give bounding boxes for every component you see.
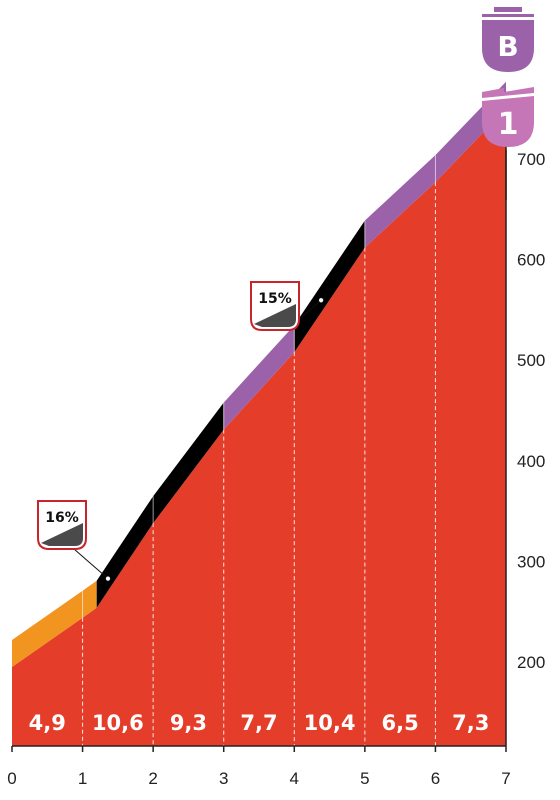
- x-tick-label: 5: [360, 769, 369, 788]
- segment-dividers: [82, 155, 436, 746]
- x-tick-label: 2: [148, 769, 157, 788]
- x-tick-label: 1: [78, 769, 87, 788]
- segment-gradient-label: 7,3: [452, 711, 489, 735]
- callout-slope-wedge: [41, 523, 83, 546]
- gradient-callout: 16%: [37, 500, 111, 582]
- callout-gradient-label: 16%: [45, 510, 79, 526]
- segment-gradient-labels: 4,9 10,6 9,3 7,7 10,4 6,5 7,3: [29, 711, 490, 735]
- y-tick-label: 600: [517, 251, 545, 270]
- segment-gradient-label: 9,3: [170, 711, 207, 735]
- callout-anchor-dot: [318, 297, 325, 304]
- x-tick-label: 0: [7, 769, 16, 788]
- x-tick-label: 7: [501, 769, 510, 788]
- segment-gradient-label: 6,5: [382, 711, 419, 735]
- badge-1-label: 1: [498, 107, 519, 142]
- profile-layer: [12, 108, 506, 746]
- badge-1: 1: [482, 87, 534, 147]
- summit-badges: B1: [482, 7, 534, 200]
- badge-b: B: [482, 7, 534, 72]
- profile-band-1: [96, 402, 224, 608]
- callout-anchor-dot: [105, 575, 111, 582]
- callout-leader: [73, 548, 109, 580]
- callout-gradient-label: 15%: [258, 291, 292, 307]
- y-tick-label: 400: [517, 452, 545, 471]
- y-tick-label: 700: [517, 150, 545, 169]
- profile-band-0: [12, 580, 97, 667]
- y-tick-label: 500: [517, 351, 545, 370]
- badge-b-label: B: [497, 30, 518, 63]
- y-tick-label: 300: [517, 552, 545, 571]
- segment-gradient-label: 7,7: [240, 711, 277, 735]
- callout-slope-wedge: [254, 304, 296, 327]
- axes: 0 1 2 3 4 5 6 7 200 300 400 500 600 700: [7, 150, 545, 788]
- segment-gradient-label: 10,6: [92, 711, 144, 735]
- badge-1-shape: [482, 87, 534, 147]
- x-tick-label: 6: [431, 769, 440, 788]
- x-tick-label: 3: [219, 769, 228, 788]
- profile-band-2: [223, 325, 295, 430]
- gradient-callouts: 16% 15%: [37, 281, 325, 582]
- badge-b-cap: [494, 7, 522, 12]
- badge-b-stripe: [482, 17, 534, 20]
- y-tick-label: 200: [517, 653, 545, 672]
- profile-band-3: [294, 220, 365, 353]
- segment-gradient-label: 10,4: [304, 711, 356, 735]
- x-tick-label: 4: [290, 769, 299, 788]
- segment-gradient-label: 4,9: [29, 711, 66, 735]
- gradient-callout: 15%: [250, 281, 325, 331]
- profile-area: [12, 108, 506, 746]
- badge-1-stripe: [482, 93, 534, 101]
- badge-b-shape: [482, 14, 534, 72]
